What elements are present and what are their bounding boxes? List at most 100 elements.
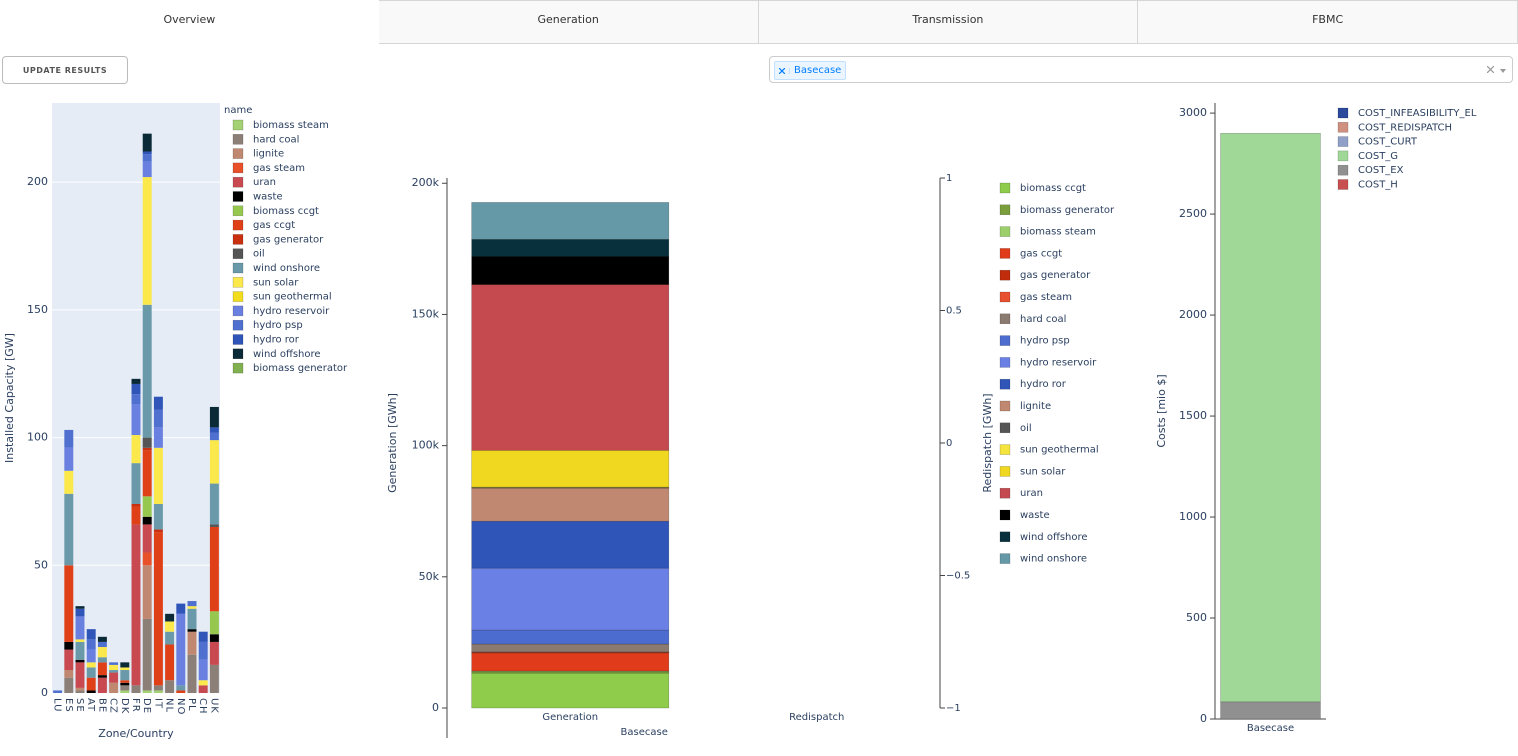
bar-segment — [131, 463, 141, 504]
bar-segment — [120, 690, 130, 693]
bar-segment — [153, 529, 163, 533]
bar-segment — [153, 409, 163, 428]
bar-segment — [153, 427, 163, 448]
legend-label: biomass steam — [1020, 227, 1096, 238]
y-tick-label: 150 — [27, 303, 48, 316]
bar-segment — [153, 690, 163, 693]
bar-segment — [209, 440, 219, 484]
bar-segment — [153, 503, 163, 530]
y-tick-label: 50 — [34, 558, 48, 571]
bar-segment — [75, 687, 85, 691]
x-tick-label: AT — [85, 698, 96, 712]
bar-segment — [142, 304, 152, 438]
bar-segment — [209, 483, 219, 525]
legend-label: biomass generator — [1020, 205, 1115, 216]
x-tick-label: LU — [52, 698, 63, 712]
tab[interactable]: Transmission — [758, 0, 1139, 44]
y2-tick-label: 1 — [946, 173, 952, 184]
bar-segment — [187, 654, 197, 693]
bar-segment — [131, 685, 141, 693]
legend-swatch — [1337, 136, 1349, 147]
legend-label: lignite — [253, 149, 284, 160]
legend-swatch — [232, 134, 244, 145]
bar-segment — [187, 629, 197, 632]
legend-label: gas ccgt — [253, 220, 295, 231]
bar-segment — [471, 450, 670, 488]
bar-segment — [187, 631, 197, 655]
bar-segment — [209, 526, 219, 612]
bar-segment — [471, 672, 670, 709]
bar-segment — [142, 447, 152, 451]
y-tick-label: 0 — [432, 701, 439, 714]
bar-segment — [142, 690, 152, 693]
bar-segment — [209, 524, 219, 527]
clear-icon[interactable] — [1487, 66, 1494, 73]
bar-segment — [142, 161, 152, 178]
legend-swatch — [232, 319, 244, 331]
legend-title: name — [224, 105, 252, 116]
legend-swatch — [232, 277, 244, 288]
bar-segment — [153, 396, 163, 410]
legend-label: oil — [1020, 423, 1032, 434]
x-tick-label: CH — [197, 698, 208, 715]
scenario-dropdown[interactable]: Basecase — [769, 56, 1513, 83]
bar-segment — [64, 677, 74, 693]
bar-segment — [471, 202, 670, 240]
y-tick-label: 200k — [412, 176, 440, 189]
bar-segment — [142, 450, 152, 497]
bar-segment — [198, 641, 208, 660]
tab[interactable]: Generation — [378, 0, 759, 44]
legend-swatch — [232, 148, 244, 159]
y2-tick-label: −1 — [946, 703, 961, 714]
bar-segment — [97, 641, 107, 648]
y-tick-label: 2000 — [1179, 308, 1207, 321]
bar-segment — [86, 667, 96, 678]
bar-segment — [176, 690, 186, 693]
bar-segment — [97, 657, 107, 663]
y2-axis-title: Redispatch [GWh] — [981, 393, 994, 492]
legend-label: gas ccgt — [1020, 248, 1062, 259]
bar-segment — [120, 682, 130, 686]
y-tick-label: 1000 — [1179, 510, 1207, 523]
legend-label: lignite — [1020, 401, 1051, 412]
y-tick-label: 0 — [41, 686, 48, 699]
bar-segment — [142, 565, 152, 619]
bar-segment — [176, 603, 186, 614]
legend-swatch — [232, 248, 244, 259]
bar-segment — [142, 552, 152, 566]
y-tick-label: 0 — [1200, 712, 1207, 725]
legend-swatch — [999, 226, 1011, 237]
legend-swatch — [1337, 107, 1349, 119]
bar-segment — [131, 404, 141, 436]
legend-label: COST_G — [1358, 151, 1398, 162]
x-tick-label: NL — [164, 698, 175, 713]
arrow-icon[interactable] — [1500, 69, 1506, 73]
tab[interactable]: FBMC — [1138, 0, 1518, 44]
legend-swatch — [1337, 122, 1349, 133]
bar-segment — [187, 601, 197, 607]
bar-segment — [131, 503, 141, 507]
bar-segment — [471, 652, 670, 672]
bar-segment — [471, 284, 670, 451]
y-tick-label: 150k — [412, 307, 440, 320]
y-tick-label: 100k — [412, 439, 440, 452]
y2-tick-label: −0.5 — [946, 571, 970, 582]
bar-segment — [109, 672, 119, 683]
bar-segment — [209, 611, 219, 635]
bar-segment — [75, 608, 85, 617]
bar-segment — [165, 621, 175, 632]
update-button[interactable]: UPDATE RESULTS — [2, 56, 128, 84]
legend-label: biomass steam — [253, 120, 329, 131]
x-tick-label: SE — [74, 698, 85, 713]
bar-segment — [209, 634, 219, 642]
bar-segment — [1220, 133, 1321, 703]
chip-remove[interactable] — [775, 67, 790, 74]
legend-swatch — [999, 553, 1011, 564]
y2-tick-label: 0 — [946, 438, 952, 449]
tab[interactable]: Overview — [0, 0, 379, 44]
bar-segment — [75, 662, 85, 688]
legend-label: hydro ror — [1020, 379, 1067, 390]
x-tick-label: Generation — [542, 712, 598, 723]
